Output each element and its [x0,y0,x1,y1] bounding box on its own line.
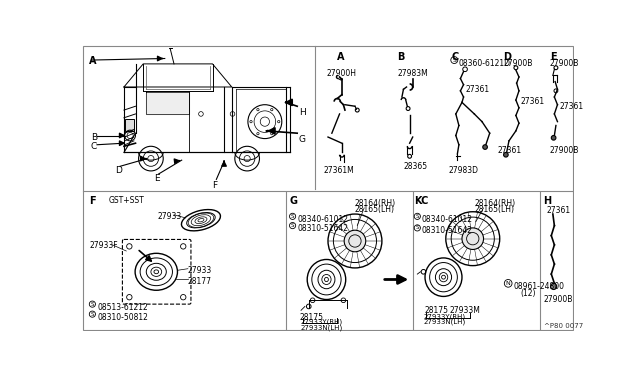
Text: KC: KC [414,196,429,206]
Text: N: N [506,281,511,286]
Text: 27361: 27361 [560,102,584,111]
Text: 28165(LH): 28165(LH) [474,205,515,214]
Text: 27983M: 27983M [397,69,428,78]
Text: 27933: 27933 [188,266,212,275]
Text: G: G [299,135,306,144]
Text: 08310-51642: 08310-51642 [297,224,348,233]
Bar [125,119,134,131]
Text: 27933Y(RH): 27933Y(RH) [300,319,342,325]
Text: 27900B: 27900B [550,146,579,155]
Text: 28177: 28177 [188,277,212,286]
Text: A: A [337,52,345,62]
Text: E: E [550,52,556,62]
Text: GST+SST: GST+SST [109,196,144,205]
Text: 08310-51642: 08310-51642 [422,226,473,235]
Text: 08513-61212: 08513-61212 [97,302,148,312]
Text: E: E [154,174,159,183]
Text: S: S [452,58,456,62]
Text: ^P80 0077: ^P80 0077 [543,323,583,329]
FancyBboxPatch shape [122,240,191,304]
Polygon shape [147,92,189,114]
Text: H: H [299,108,305,117]
Text: S: S [415,225,419,230]
Text: 28175: 28175 [424,307,448,315]
Text: 27933Y(RH): 27933Y(RH) [424,313,466,320]
Text: H: H [543,196,552,206]
Text: 28164(RH): 28164(RH) [355,199,396,208]
Text: 28175: 28175 [300,312,323,322]
Text: 27361: 27361 [497,146,522,155]
Text: 27900B: 27900B [504,58,533,67]
Text: (12): (12) [520,289,536,298]
Text: D: D [115,166,122,175]
Text: C: C [451,52,458,62]
Circle shape [462,228,484,250]
Circle shape [550,283,557,289]
Text: 27900B: 27900B [550,58,579,67]
Text: G: G [289,196,298,206]
Text: F: F [212,181,218,190]
Text: 27361M: 27361M [323,166,354,175]
Text: 27900B: 27900B [543,295,573,304]
Text: 08340-61012: 08340-61012 [297,215,348,224]
Text: S: S [291,214,294,219]
Text: 27361: 27361 [520,97,545,106]
Text: B: B [397,52,404,62]
Text: S: S [415,214,419,219]
Text: 27933M: 27933M [450,307,481,315]
Text: C: C [91,142,97,151]
Text: 27933N(LH): 27933N(LH) [300,324,342,331]
Text: 27933N(LH): 27933N(LH) [424,319,466,325]
Circle shape [344,230,365,252]
Text: 08961-24800: 08961-24800 [513,282,564,291]
Text: 27933F: 27933F [90,241,118,250]
Text: B: B [91,133,97,142]
Text: 28165(LH): 28165(LH) [355,205,395,214]
Circle shape [483,145,488,150]
Text: 27933: 27933 [157,212,181,221]
Text: 27361: 27361 [466,85,490,94]
Text: S: S [291,223,294,228]
Text: F: F [90,196,96,206]
Circle shape [504,153,508,157]
Text: 28164(RH): 28164(RH) [474,199,515,208]
Text: D: D [504,52,511,62]
Text: 08310-50812: 08310-50812 [97,312,148,322]
Text: S: S [91,312,94,317]
Circle shape [551,135,556,140]
Text: 08360-6121D: 08360-6121D [459,58,511,67]
Text: 08340-61012: 08340-61012 [422,215,473,224]
Text: 28365: 28365 [403,162,428,171]
Text: S: S [91,302,94,307]
Text: A: A [90,56,97,66]
Text: 27361: 27361 [547,206,571,215]
Text: 27900H: 27900H [326,69,356,78]
Text: 27983D: 27983D [448,166,478,175]
